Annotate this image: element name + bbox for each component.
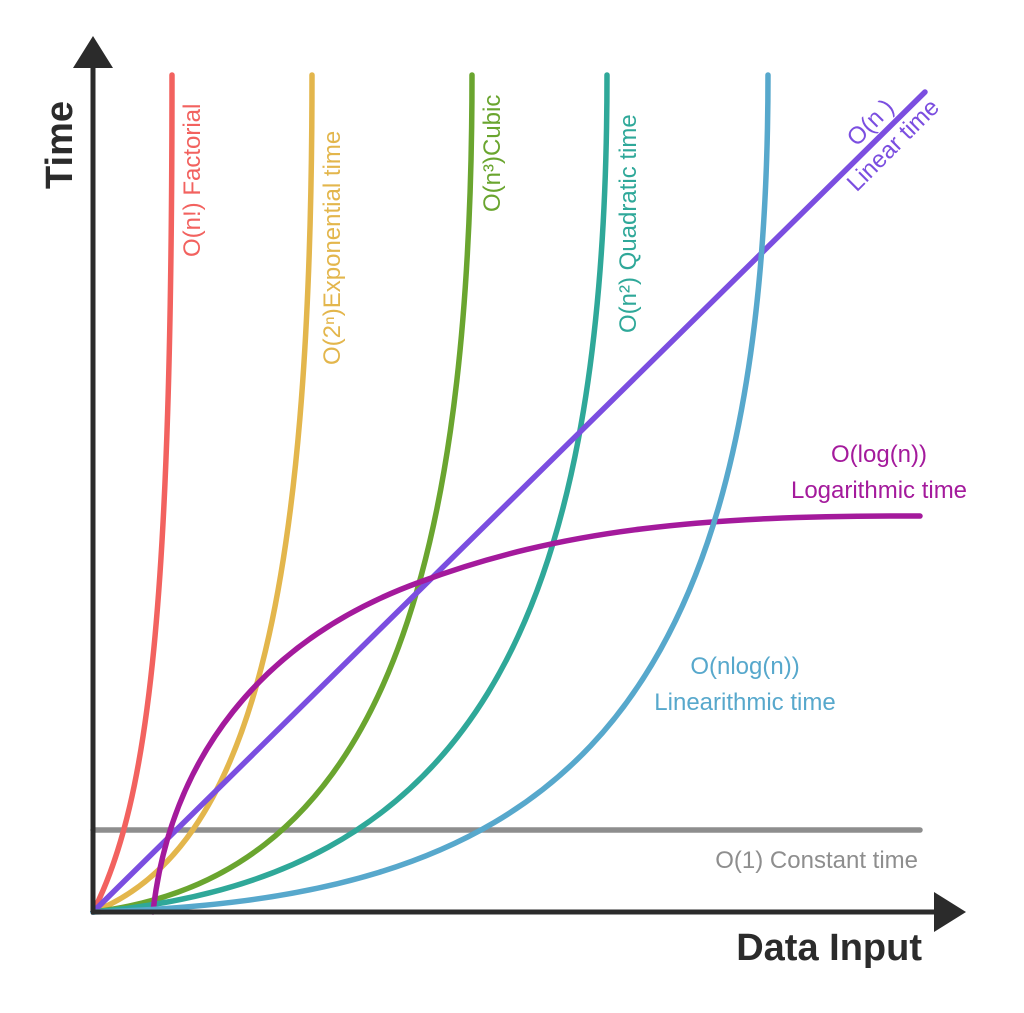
label-factorial-line-0: O(n!) Factorial <box>179 104 206 257</box>
label-quadratic: O(n²) Quadratic time <box>615 114 642 333</box>
label-linearithmic-line-0: O(nlog(n)) <box>690 653 799 680</box>
curves-layer <box>90 72 928 915</box>
y-axis-title: Time <box>39 101 81 189</box>
curve-linearithmic <box>90 72 771 915</box>
label-exponential: O(2ⁿ)Exponential time <box>319 131 346 365</box>
label-linearithmic-line-1: Linearithmic time <box>654 689 835 716</box>
curve-exponential <box>90 72 315 915</box>
axes-layer: Data Input Time <box>39 36 966 969</box>
label-logarithmic-line-1: Logarithmic time <box>791 477 967 504</box>
label-constant-line-0: O(1) Constant time <box>715 847 918 874</box>
curve-factorial <box>90 72 175 915</box>
y-axis-arrow <box>73 36 113 68</box>
label-logarithmic: O(log(n)) Logarithmic time <box>791 441 967 504</box>
label-quadratic-line-0: O(n²) Quadratic time <box>615 114 642 333</box>
curve-quadratic <box>90 72 610 915</box>
label-logarithmic-line-0: O(log(n)) <box>831 441 927 468</box>
label-cubic: O(n³)Cubic <box>479 95 506 212</box>
x-axis-arrow <box>934 892 966 932</box>
curve-linear <box>90 89 928 915</box>
label-factorial: O(n!) Factorial <box>179 104 206 257</box>
label-cubic-line-0: O(n³)Cubic <box>479 95 506 212</box>
curve-cubic <box>90 72 475 915</box>
curve-logarithmic <box>150 513 923 915</box>
x-axis-title: Data Input <box>736 927 922 969</box>
label-constant: O(1) Constant time <box>715 847 918 874</box>
label-exponential-line-0: O(2ⁿ)Exponential time <box>319 131 346 365</box>
label-linearithmic: O(nlog(n)) Linearithmic time <box>654 653 835 716</box>
